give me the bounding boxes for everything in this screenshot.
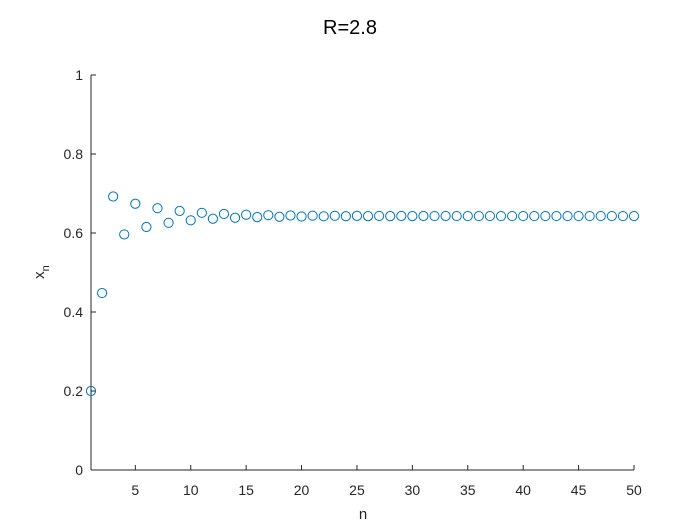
data-point bbox=[396, 210, 407, 222]
y-axis-label-subscript: n bbox=[40, 265, 52, 271]
data-point bbox=[551, 210, 562, 222]
data-point bbox=[407, 210, 418, 222]
data-point bbox=[540, 210, 551, 222]
data-point bbox=[130, 198, 141, 209]
data-point bbox=[518, 210, 529, 222]
x-tick-label: 35 bbox=[460, 482, 476, 498]
data-point bbox=[185, 215, 196, 226]
data-point bbox=[451, 210, 462, 222]
data-point bbox=[385, 210, 396, 222]
data-point bbox=[329, 210, 340, 221]
data-point bbox=[473, 210, 484, 222]
data-point bbox=[606, 210, 617, 222]
data-point bbox=[440, 210, 451, 222]
data-point bbox=[85, 385, 97, 397]
data-point bbox=[340, 211, 351, 222]
data-point bbox=[229, 212, 241, 223]
data-point bbox=[252, 212, 263, 223]
data-point bbox=[617, 210, 629, 222]
data-point bbox=[274, 211, 285, 222]
x-tick-label: 45 bbox=[571, 482, 587, 498]
y-tick-label: 0 bbox=[75, 462, 83, 478]
x-tick-label: 30 bbox=[405, 482, 421, 498]
data-point bbox=[351, 210, 363, 221]
data-point bbox=[218, 208, 230, 220]
data-point bbox=[374, 210, 385, 222]
y-tick-label: 0.4 bbox=[64, 304, 84, 320]
data-point bbox=[584, 210, 595, 222]
y-axis-label: xn bbox=[31, 265, 52, 279]
y-tick-label: 0.2 bbox=[64, 383, 84, 399]
data-point bbox=[529, 210, 540, 222]
x-tick-label: 50 bbox=[626, 482, 642, 498]
data-point bbox=[119, 229, 130, 240]
data-point bbox=[495, 210, 507, 222]
data-point bbox=[595, 210, 606, 222]
data-point bbox=[108, 191, 119, 202]
x-tick-label: 15 bbox=[238, 482, 254, 498]
x-tick-label: 20 bbox=[294, 482, 310, 498]
y-tick-label: 0.6 bbox=[64, 225, 84, 241]
x-axis-label: n bbox=[359, 506, 367, 523]
data-point bbox=[418, 210, 429, 222]
x-tick-label: 5 bbox=[131, 482, 139, 498]
data-point bbox=[573, 210, 584, 222]
data-point bbox=[96, 287, 108, 299]
data-point bbox=[196, 207, 207, 218]
chart-title: R=2.8 bbox=[323, 17, 377, 39]
y-tick-label: 0.8 bbox=[64, 146, 84, 162]
data-point bbox=[152, 203, 163, 214]
x-tick-label: 40 bbox=[515, 482, 531, 498]
data-point bbox=[484, 210, 496, 222]
data-point bbox=[296, 211, 307, 222]
data-point bbox=[628, 210, 640, 222]
axes: 5 10 15 20 25 30 35 40 45 50 0 0.2 0.4 0.6 0.8 1 bbox=[64, 67, 642, 498]
data-point bbox=[318, 211, 329, 222]
data-point bbox=[207, 213, 218, 224]
data-point bbox=[141, 221, 152, 233]
data-point bbox=[462, 210, 473, 222]
data-point bbox=[174, 205, 185, 217]
y-tick-label: 1 bbox=[75, 67, 83, 83]
data-point bbox=[263, 210, 274, 221]
data-point bbox=[429, 210, 440, 222]
data-point bbox=[562, 210, 573, 222]
x-tick-label: 25 bbox=[349, 482, 365, 498]
data-point bbox=[507, 210, 518, 222]
data-point bbox=[307, 210, 318, 221]
data-point bbox=[163, 217, 174, 228]
data-point bbox=[362, 211, 374, 222]
data-point bbox=[285, 210, 296, 221]
data-point bbox=[241, 209, 252, 220]
y-axis-label-main: x bbox=[31, 271, 48, 279]
data-markers bbox=[85, 191, 640, 397]
x-tick-label: 10 bbox=[183, 482, 199, 498]
